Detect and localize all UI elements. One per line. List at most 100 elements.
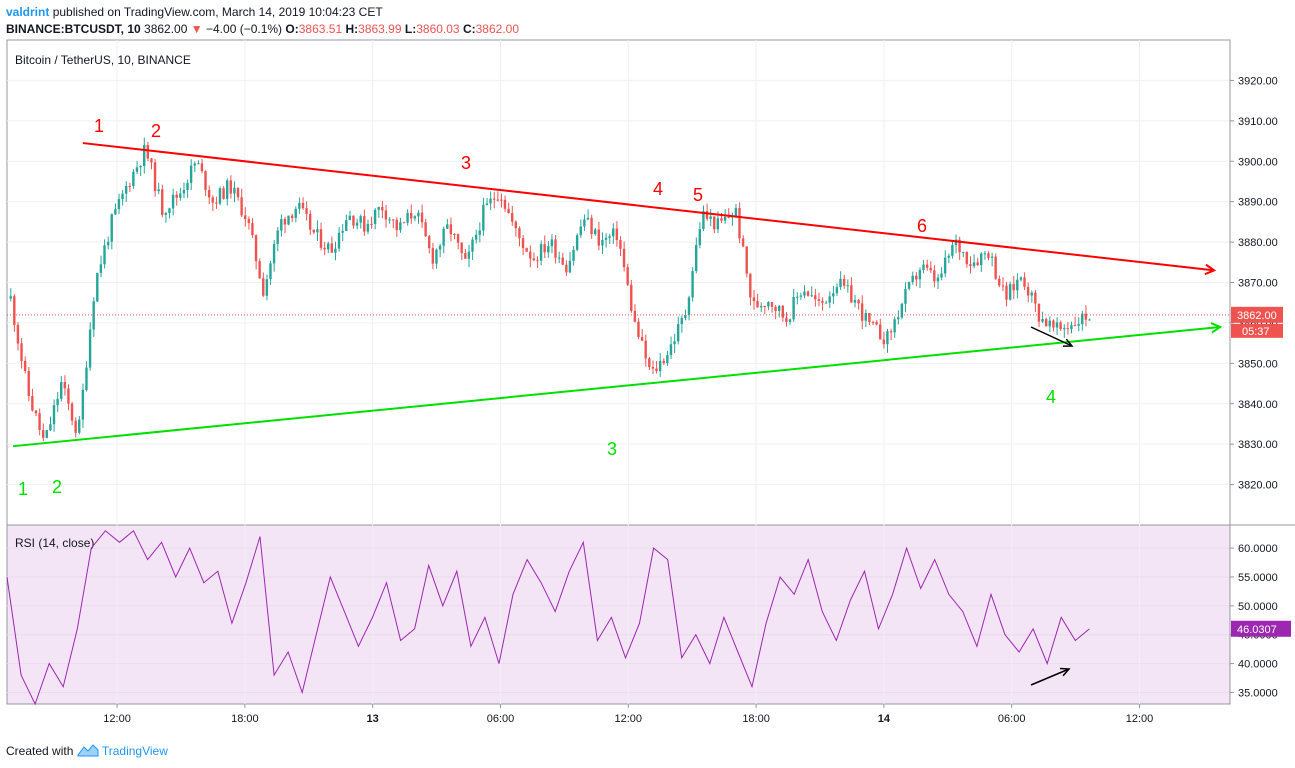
- candle-body: [1084, 313, 1088, 320]
- candle: [262, 272, 265, 297]
- candle-body: [63, 382, 67, 389]
- candle-body: [612, 228, 615, 237]
- candle-body: [759, 305, 763, 308]
- candle-body: [323, 247, 326, 250]
- candle-body: [381, 206, 384, 211]
- candle-body: [637, 321, 640, 338]
- candle-body: [319, 229, 323, 248]
- candle: [857, 299, 860, 310]
- candle: [341, 223, 344, 242]
- candle: [370, 216, 373, 229]
- candle-body: [81, 389, 85, 420]
- publisher-name[interactable]: valdrint: [6, 5, 50, 19]
- candle-body: [236, 187, 240, 198]
- candle-body: [262, 278, 265, 296]
- candle-body: [893, 319, 896, 333]
- candle: [640, 328, 644, 342]
- candle-body: [316, 229, 319, 233]
- low-label: L:: [404, 22, 417, 36]
- candle: [756, 293, 759, 308]
- candle-body: [1008, 283, 1012, 300]
- candle: [316, 220, 319, 241]
- candle-body: [961, 251, 965, 253]
- candle-body: [334, 248, 337, 253]
- candle: [792, 288, 795, 322]
- candle-body: [741, 238, 745, 247]
- candle: [225, 178, 229, 206]
- candle: [85, 361, 88, 392]
- candle: [467, 244, 471, 268]
- candle: [456, 233, 460, 250]
- candle: [529, 245, 532, 268]
- candle-body: [593, 229, 597, 235]
- candle: [593, 228, 597, 236]
- candle: [492, 191, 496, 209]
- candle-body: [1005, 285, 1008, 300]
- candle-body: [31, 396, 34, 411]
- candle: [583, 214, 586, 231]
- candle-body: [70, 403, 74, 421]
- candle: [1008, 281, 1012, 301]
- candle: [741, 235, 745, 248]
- candle-body: [1044, 319, 1048, 327]
- candle-body: [998, 278, 1001, 286]
- candle: [904, 282, 907, 313]
- candle: [258, 258, 261, 279]
- candle: [164, 211, 168, 223]
- close-label: C:: [462, 22, 476, 36]
- candle: [1059, 320, 1062, 331]
- candle-body: [763, 305, 766, 307]
- candle: [1084, 305, 1088, 327]
- candle: [345, 214, 348, 232]
- candle-body: [626, 267, 629, 285]
- tradingview-logo-icon: [77, 744, 99, 757]
- candle-body: [1012, 283, 1015, 291]
- candle: [402, 221, 406, 224]
- candle-body: [547, 246, 550, 253]
- candle: [9, 288, 12, 302]
- candle: [1066, 322, 1070, 335]
- candle: [637, 318, 640, 340]
- candle-body: [749, 273, 752, 298]
- candle-body: [575, 235, 579, 250]
- candle-body: [521, 238, 525, 249]
- candle: [431, 242, 435, 270]
- candle-body: [49, 424, 52, 431]
- high-label: H:: [345, 22, 359, 36]
- candle-body: [142, 145, 146, 167]
- candle: [60, 376, 63, 402]
- candle-body: [233, 187, 236, 194]
- candle: [269, 260, 272, 285]
- resistance-touch-label: 3: [461, 153, 471, 173]
- candle: [532, 252, 536, 262]
- resistance-trendline-arrowhead: [1204, 263, 1217, 276]
- candle: [713, 216, 716, 233]
- candle-body: [933, 270, 936, 282]
- candle: [788, 318, 792, 325]
- candle: [67, 384, 70, 411]
- candle-body: [796, 296, 799, 298]
- tradingview-brand[interactable]: TradingView: [101, 744, 168, 758]
- candle: [799, 292, 803, 300]
- candle-body: [814, 295, 817, 300]
- candle-body: [720, 218, 723, 221]
- close-value: 3862.00: [475, 22, 520, 36]
- candle: [615, 221, 619, 247]
- candle: [864, 309, 867, 327]
- candle-body: [817, 299, 821, 301]
- candle: [88, 322, 92, 371]
- candle-body: [792, 296, 795, 320]
- candle-body: [305, 208, 308, 214]
- candle: [543, 235, 546, 259]
- candle-body: [106, 241, 110, 246]
- candle: [651, 360, 655, 375]
- support-touch-label: 4: [1046, 387, 1056, 407]
- support-touch-label: 1: [18, 479, 28, 499]
- created-with-label: Created with: [6, 744, 74, 758]
- candle: [1041, 311, 1044, 323]
- candle: [626, 263, 629, 287]
- candle: [612, 223, 615, 244]
- candle: [547, 241, 550, 258]
- candle-body: [723, 216, 727, 221]
